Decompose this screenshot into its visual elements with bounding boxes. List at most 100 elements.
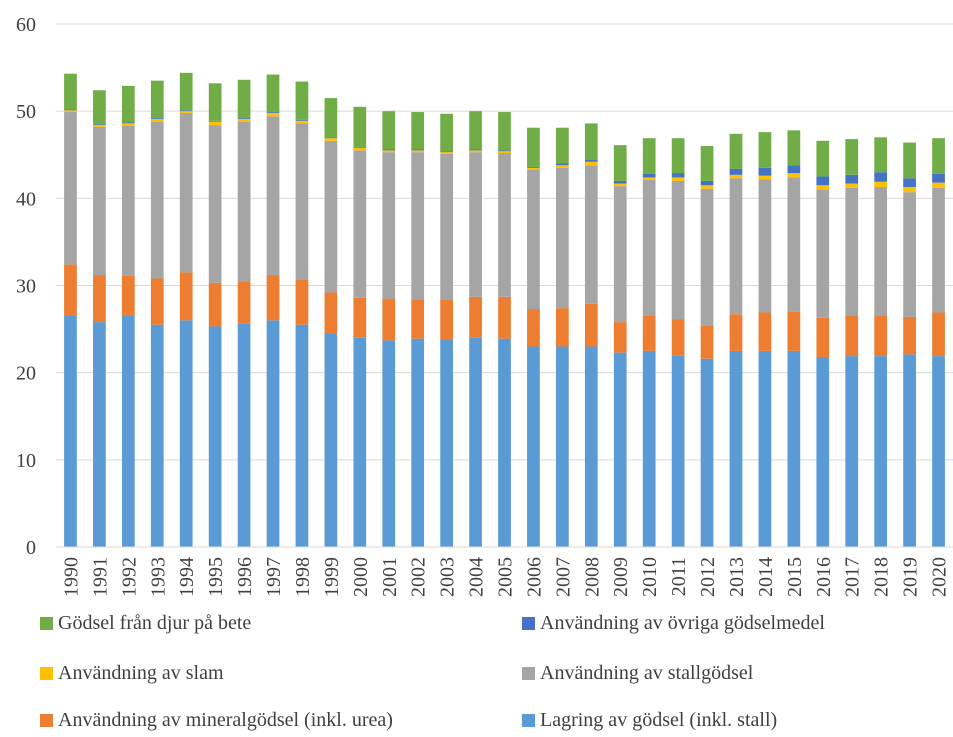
bar-stack-2000 — [353, 106, 367, 547]
bar-segment-series-3 — [845, 183, 859, 188]
bar-segment-series-4 — [758, 167, 772, 176]
bar-segment-series-3 — [729, 174, 743, 179]
legend-item-grazing: Gödsel från djur på bete — [40, 606, 251, 640]
bar-segment-series-2 — [266, 116, 280, 276]
bar-segment-series-2 — [642, 180, 656, 317]
bar-segment-series-0 — [613, 352, 627, 547]
bar-segment-series-4 — [121, 122, 135, 124]
x-tick-label: 2003 — [437, 557, 459, 597]
bar-segment-series-2 — [671, 180, 685, 320]
bar-segment-series-4 — [295, 119, 309, 121]
x-tick-label: 2016 — [813, 557, 835, 597]
y-tick-label: 40 — [16, 188, 36, 210]
x-tick-label: 2001 — [379, 557, 401, 597]
x-tick-label: 2011 — [668, 557, 690, 596]
bar-segment-series-3 — [411, 150, 425, 153]
bar-segment-series-4 — [556, 163, 569, 166]
bar-stack-2006 — [527, 127, 540, 547]
bar-stacks — [64, 72, 945, 547]
bar-segment-series-3 — [237, 119, 251, 122]
bar-segment-series-2 — [411, 152, 425, 300]
bar-segment-series-3 — [150, 119, 164, 122]
x-tick-label: 2012 — [697, 557, 719, 597]
x-tick-label: 1998 — [292, 557, 314, 597]
y-axis-tick-labels: 0 10 20 30 40 50 60 — [16, 14, 36, 559]
bar-segment-series-0 — [729, 350, 743, 547]
bar-segment-series-4 — [613, 180, 627, 184]
bar-segment-series-0 — [150, 324, 164, 547]
bar-segment-series-2 — [382, 152, 396, 299]
bar-segment-series-4 — [932, 173, 945, 183]
bar-segment-series-1 — [324, 292, 338, 334]
bar-segment-series-0 — [758, 350, 772, 547]
bar-segment-series-2 — [845, 187, 859, 316]
legend-label: Användning av övriga gödselmedel — [540, 611, 825, 634]
bar-stack-2011 — [671, 138, 685, 547]
bar-segment-series-1 — [787, 311, 801, 351]
bar-segment-series-1 — [758, 312, 772, 351]
legend-item-other-fertilizers: Användning av övriga gödselmedel — [522, 606, 825, 640]
bar-segment-series-1 — [527, 309, 540, 347]
bar-segment-series-5 — [382, 111, 396, 150]
bar-segment-series-5 — [150, 80, 164, 119]
bar-segment-series-0 — [642, 350, 656, 547]
bar-segment-series-5 — [903, 142, 916, 179]
bar-segment-series-4 — [642, 173, 656, 178]
bar-segment-series-0 — [411, 338, 425, 547]
bar-segment-series-5 — [64, 73, 77, 110]
bar-segment-series-4 — [150, 118, 164, 120]
bar-stack-2010 — [642, 138, 656, 547]
legend-label: Användning av stallgödsel — [540, 661, 754, 684]
x-tick-label: 1995 — [205, 557, 227, 597]
bar-stack-1992 — [121, 85, 135, 547]
bar-segment-series-5 — [874, 137, 888, 173]
bar-segment-series-4 — [179, 110, 193, 112]
bar-segment-series-2 — [584, 165, 598, 304]
bar-segment-series-1 — [237, 281, 251, 324]
bar-segment-series-2 — [295, 123, 309, 280]
bar-segment-series-2 — [179, 112, 193, 273]
bar-segment-series-5 — [93, 90, 106, 125]
bar-segment-series-1 — [93, 275, 106, 323]
bar-segment-series-0 — [237, 323, 251, 547]
bar-segment-series-0 — [179, 320, 193, 547]
bar-segment-series-4 — [787, 165, 801, 174]
bar-segment-series-1 — [64, 264, 77, 317]
bar-segment-series-2 — [440, 153, 453, 300]
bar-stack-2003 — [440, 113, 453, 547]
bar-segment-series-3 — [584, 161, 598, 166]
bar-segment-series-0 — [671, 355, 685, 547]
legend-swatch — [522, 616, 535, 630]
bar-stack-1994 — [179, 72, 193, 547]
x-tick-label: 1991 — [89, 557, 111, 597]
bar-segment-series-5 — [671, 138, 685, 174]
x-tick-label: 2005 — [495, 557, 517, 597]
bar-segment-series-4 — [93, 124, 106, 126]
bar-segment-series-2 — [556, 167, 569, 309]
bar-stack-2009 — [613, 145, 627, 547]
x-tick-label: 2014 — [755, 557, 777, 597]
bar-segment-series-5 — [324, 98, 338, 138]
bar-segment-series-0 — [932, 356, 945, 547]
legend-label: Användning av mineralgödsel (inkl. urea) — [58, 708, 393, 731]
bar-segment-series-2 — [121, 125, 135, 276]
bar-segment-series-3 — [671, 177, 685, 181]
bar-segment-series-5 — [440, 113, 453, 152]
bar-segment-series-4 — [498, 150, 511, 152]
bar-segment-series-1 — [208, 282, 222, 327]
legend-swatch — [40, 666, 53, 680]
bar-segment-series-1 — [671, 319, 685, 356]
legend-swatch — [522, 666, 535, 680]
bar-segment-series-2 — [150, 121, 164, 279]
bar-segment-series-1 — [295, 279, 309, 325]
bar-stack-1993 — [150, 80, 164, 547]
y-tick-label: 20 — [16, 363, 36, 385]
x-tick-label: 2006 — [523, 557, 545, 597]
bar-segment-series-2 — [874, 187, 888, 316]
x-tick-label: 2013 — [726, 557, 748, 597]
bar-segment-series-5 — [498, 112, 511, 151]
bar-segment-series-3 — [440, 152, 453, 154]
bar-segment-series-3 — [324, 138, 338, 141]
bar-segment-series-1 — [382, 298, 396, 341]
x-tick-label: 2010 — [639, 557, 661, 597]
